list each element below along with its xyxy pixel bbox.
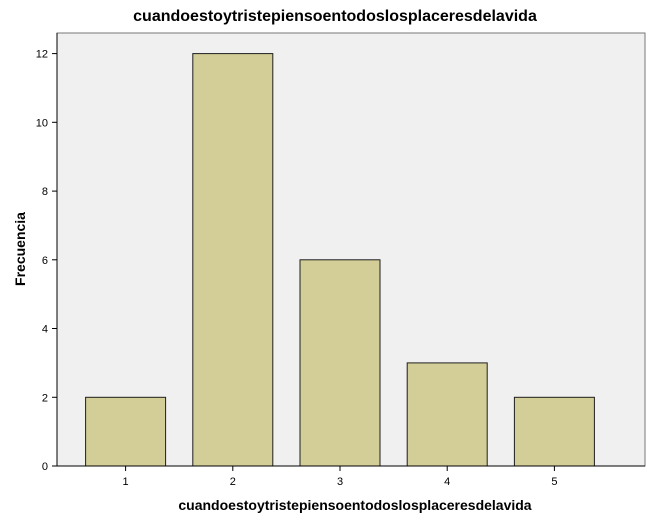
x-axis-ticks: 1 2 3 4 5: [123, 466, 557, 488]
y-tick-label: 8: [42, 186, 48, 198]
y-tick-label: 10: [36, 117, 48, 129]
bar: [85, 396, 167, 467]
x-axis-label: cuandoestoytristepiensoentodoslosplacere…: [178, 497, 531, 513]
x-tick-label: 5: [551, 476, 557, 488]
bars-group: [85, 53, 595, 467]
bar: [406, 362, 488, 467]
chart-title: cuandoestoytristepiensoentodoslosplacere…: [133, 8, 537, 25]
bar: [192, 53, 274, 467]
x-tick-label: 4: [444, 476, 450, 488]
y-tick-label: 6: [42, 255, 48, 267]
x-tick-label: 1: [123, 476, 129, 488]
bar: [513, 396, 595, 467]
y-axis-ticks: 0 2 4 6 8 10 12: [36, 49, 57, 473]
y-axis-label: Frecuencia: [12, 212, 28, 286]
y-tick-label: 4: [42, 324, 48, 336]
y-tick-label: 0: [42, 461, 48, 473]
y-tick-label: 12: [36, 49, 48, 61]
x-tick-label: 2: [230, 476, 236, 488]
bar: [299, 259, 381, 467]
x-tick-label: 3: [337, 476, 343, 488]
y-tick-label: 2: [42, 392, 48, 404]
